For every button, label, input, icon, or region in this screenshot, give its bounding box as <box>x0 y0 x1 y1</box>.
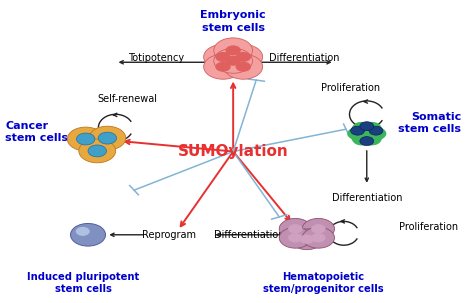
Circle shape <box>369 126 383 135</box>
Circle shape <box>71 224 106 246</box>
Text: Reprogram: Reprogram <box>142 230 196 240</box>
Circle shape <box>226 56 241 66</box>
Circle shape <box>236 62 251 72</box>
Circle shape <box>224 45 263 69</box>
Text: Self-renewal: Self-renewal <box>97 94 157 104</box>
Circle shape <box>311 224 326 234</box>
Circle shape <box>224 54 263 79</box>
Text: Totipotency: Totipotency <box>128 53 184 63</box>
Circle shape <box>288 224 302 234</box>
Circle shape <box>204 54 242 79</box>
Circle shape <box>214 48 253 73</box>
Circle shape <box>279 227 311 248</box>
Text: Differentiation: Differentiation <box>331 193 402 203</box>
Text: Somatic
stem cells: Somatic stem cells <box>398 112 461 135</box>
Circle shape <box>89 126 126 150</box>
Text: Embryonic
stem cells: Embryonic stem cells <box>201 10 266 33</box>
Circle shape <box>215 52 231 62</box>
Circle shape <box>98 132 117 144</box>
Circle shape <box>360 137 374 145</box>
Circle shape <box>311 233 326 242</box>
Text: Differentiation: Differentiation <box>214 230 284 240</box>
Text: Proliferation: Proliferation <box>321 84 380 94</box>
Text: SUMOylation: SUMOylation <box>178 144 289 159</box>
Circle shape <box>79 139 116 163</box>
Circle shape <box>214 38 253 63</box>
Circle shape <box>76 133 95 145</box>
Circle shape <box>67 127 104 151</box>
Circle shape <box>76 227 90 236</box>
Circle shape <box>351 126 365 135</box>
Circle shape <box>302 218 335 239</box>
Circle shape <box>291 229 323 250</box>
Circle shape <box>204 45 242 69</box>
Text: Induced pluripotent
stem cells: Induced pluripotent stem cells <box>27 272 139 294</box>
Circle shape <box>236 52 251 62</box>
Text: Proliferation: Proliferation <box>399 222 458 232</box>
Circle shape <box>288 233 302 242</box>
Circle shape <box>360 122 374 131</box>
Circle shape <box>215 62 231 72</box>
Text: Differentiation: Differentiation <box>269 53 340 63</box>
Circle shape <box>302 227 335 248</box>
Text: Hematopoietic
stem/progenitor cells: Hematopoietic stem/progenitor cells <box>263 272 383 294</box>
Circle shape <box>226 45 241 55</box>
Ellipse shape <box>352 122 382 145</box>
Circle shape <box>88 145 107 157</box>
Ellipse shape <box>352 122 382 145</box>
Circle shape <box>279 218 311 239</box>
Circle shape <box>300 235 314 244</box>
Ellipse shape <box>347 125 386 142</box>
Text: Cancer
stem cells: Cancer stem cells <box>5 121 68 143</box>
